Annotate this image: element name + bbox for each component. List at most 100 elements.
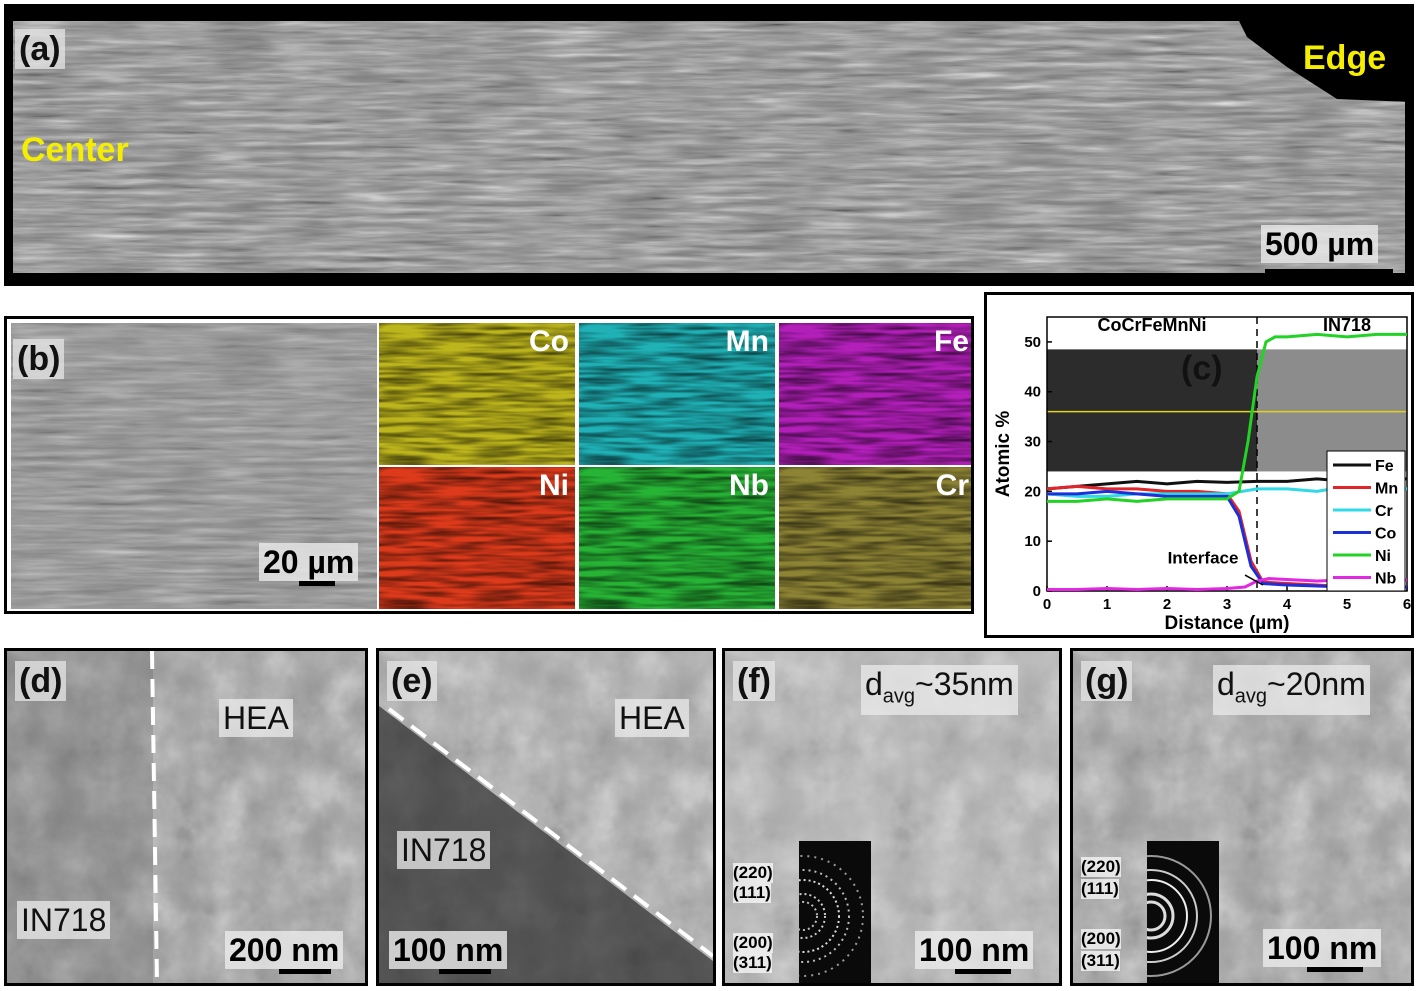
panel-c: 0 1 2 3 4 5 6 0 10 20 30 40 50 Fe Mn Cr Co Ni Nb Distance (… — [984, 292, 1414, 638]
panel-label-g: (g) — [1081, 661, 1133, 701]
saed-pattern-f — [799, 841, 871, 983]
y-tick-label: 40 — [1024, 384, 1041, 401]
grain-size-f: davg~35nm — [861, 665, 1018, 716]
scale-bar-a — [1265, 269, 1393, 274]
scale-label-b: 20 µm — [259, 543, 359, 581]
grain-size-symbol-g: d — [1217, 666, 1235, 702]
scale-label-f: 100 nm — [915, 931, 1034, 969]
eds-map-texture — [779, 323, 971, 465]
eds-map-texture — [379, 467, 575, 609]
legend-box — [1326, 450, 1406, 592]
x-tick-label: 3 — [1223, 596, 1231, 613]
panel-label-a: (a) — [15, 29, 65, 69]
grain-size-value-g: ~20nm — [1267, 666, 1366, 702]
grain-size-value-f: ~35nm — [915, 666, 1014, 702]
eds-map-co: Co — [379, 323, 575, 465]
legend-label-cr: Cr — [1375, 503, 1393, 520]
x-tick-label: 6 — [1403, 596, 1411, 613]
x-tick-label: 2 — [1163, 596, 1171, 613]
scale-bar-d — [279, 969, 331, 974]
series-line-ni — [1047, 332, 1407, 503]
panel-d: (d) HEA IN718 200 nm — [4, 648, 368, 986]
sem-micrograph-a — [13, 7, 1411, 273]
region-label-hea: CoCrFeMnNi — [1098, 315, 1207, 335]
panel-a: (a) Center Edge 500 µm — [4, 4, 1414, 286]
grain-size-subscript-g: avg — [1234, 685, 1268, 708]
hea-label-e: HEA — [615, 699, 689, 737]
eds-map-texture — [379, 323, 575, 465]
eds-map-texture — [579, 323, 775, 465]
hea-label-d: HEA — [219, 699, 293, 737]
interface-annotation: Interface — [1168, 549, 1239, 568]
y-tick-label: 50 — [1024, 334, 1041, 351]
eds-map-texture — [579, 467, 775, 609]
scale-label-d: 200 nm — [225, 931, 344, 969]
eds-map-fe: Fe — [779, 323, 971, 465]
y-tick-label: 30 — [1024, 434, 1041, 451]
eds-map-texture — [779, 467, 971, 609]
y-tick-label: 20 — [1024, 483, 1041, 500]
saed-pattern-g — [1147, 841, 1219, 983]
eds-map-mn: Mn — [579, 323, 775, 465]
x-tick-label: 1 — [1103, 596, 1111, 613]
panel-f: (f) davg~35nm (220) (111) (200) (311) 10… — [722, 648, 1062, 986]
legend-label-ni: Ni — [1375, 548, 1391, 565]
scale-label-e: 100 nm — [389, 931, 508, 969]
in718-label-d: IN718 — [17, 901, 111, 939]
panel-b: (b) 20 µm Co Mn Fe Ni Nb Cr — [4, 316, 974, 614]
saed-hkl-111-g: (111) — [1081, 879, 1119, 899]
eds-map-nb: Nb — [579, 467, 775, 609]
scale-label-a: 500 µm — [1261, 225, 1379, 263]
saed-hkl-311-f: (311) — [733, 953, 772, 973]
x-tick-label: 0 — [1043, 596, 1051, 613]
center-label: Center — [21, 131, 129, 169]
saed-hkl-220-g: (220) — [1081, 857, 1121, 877]
x-tick-label: 5 — [1343, 596, 1351, 613]
saed-hkl-200-f: (200) — [733, 933, 773, 953]
scale-bar-g — [1307, 967, 1363, 972]
panel-e: (e) HEA IN718 100 nm — [376, 648, 716, 986]
x-axis-label: Distance (µm) — [1165, 613, 1290, 634]
scale-label-g: 100 nm — [1263, 929, 1382, 967]
eds-map-label: Ni — [539, 469, 569, 502]
legend-label-nb: Nb — [1375, 571, 1397, 588]
region-label-in718: IN718 — [1323, 315, 1371, 335]
sem-inset-left — [1047, 349, 1257, 472]
grain-size-symbol-f: d — [865, 666, 883, 702]
x-tick-label: 4 — [1283, 596, 1292, 613]
eds-map-label: Cr — [935, 469, 969, 502]
panel-g: (g) davg~20nm (220) (111) (200) (311) 10… — [1070, 648, 1414, 986]
eds-map-ni: Ni — [379, 467, 575, 609]
scale-bar-f — [955, 969, 1011, 974]
line-profile-chart: 0 1 2 3 4 5 6 0 10 20 30 40 50 Fe Mn Cr Co Ni Nb Distance (… — [993, 315, 1411, 634]
legend-label-mn: Mn — [1375, 481, 1398, 498]
grain-size-subscript-f: avg — [882, 685, 916, 708]
y-tick-label: 0 — [1033, 583, 1041, 600]
eds-map-label: Co — [529, 325, 569, 358]
panel-label-c: (c) — [1181, 349, 1223, 387]
panel-label-e: (e) — [387, 661, 437, 701]
series-line-co — [1047, 489, 1407, 589]
legend-label-co: Co — [1375, 526, 1397, 543]
panel-label-d: (d) — [15, 661, 67, 701]
eds-map-label: Nb — [729, 469, 769, 502]
y-tick-label: 10 — [1024, 533, 1041, 550]
scale-bar-b — [299, 581, 335, 586]
saed-hkl-111-f: (111) — [733, 883, 771, 903]
saed-hkl-311-g: (311) — [1081, 951, 1120, 971]
eds-map-label: Fe — [933, 325, 969, 358]
saed-hkl-220-f: (220) — [733, 863, 773, 883]
grain-size-g: davg~20nm — [1213, 665, 1370, 716]
eds-map-cr: Cr — [779, 467, 971, 609]
in718-label-e: IN718 — [397, 831, 491, 869]
edge-label: Edge — [1303, 39, 1387, 77]
eds-map-label: Mn — [725, 325, 769, 358]
panel-label-b: (b) — [13, 339, 65, 379]
panel-label-f: (f) — [733, 661, 775, 701]
saed-hkl-200-g: (200) — [1081, 929, 1121, 949]
legend-label-fe: Fe — [1375, 458, 1394, 475]
tem-micrograph-g — [1073, 651, 1411, 983]
interface-arrow — [1244, 574, 1264, 586]
scale-bar-e — [439, 969, 491, 974]
y-axis-label: Atomic % — [993, 411, 1014, 498]
